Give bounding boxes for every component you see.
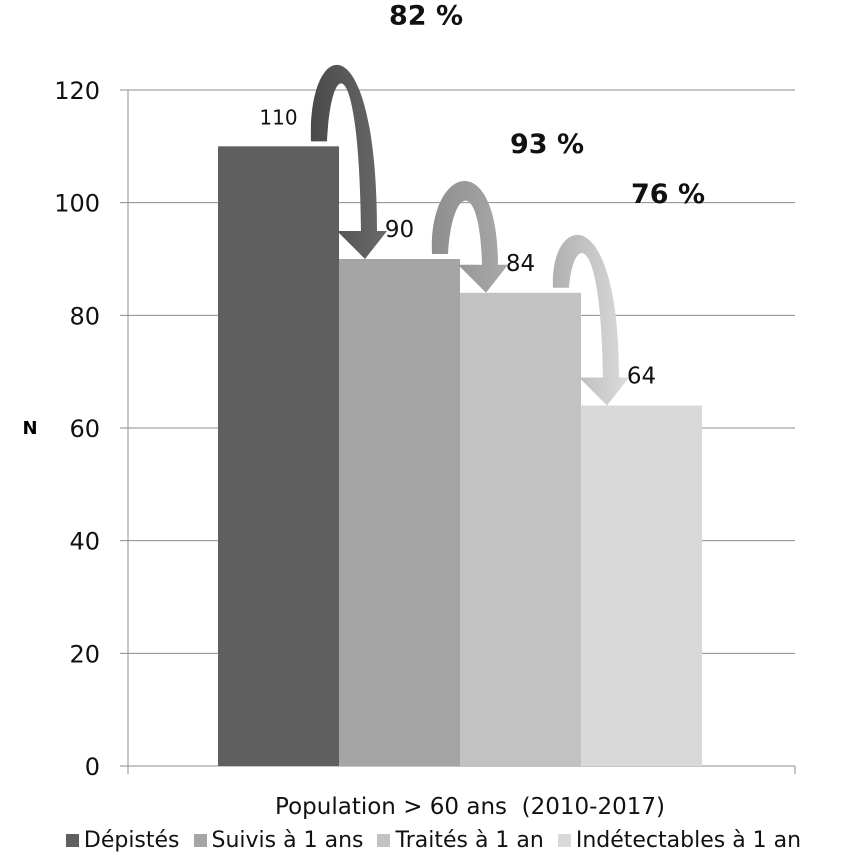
bar-chart: 0 20 40 60 80 100 120 110 90 84 64 82 % 93 % 76 % N P…: [22, 0, 796, 820]
legend-label: Indétectables à 1 an: [575, 828, 802, 853]
x-axis-label: Population > 60 ans (2010-2017): [275, 794, 665, 820]
data-label: 90: [385, 217, 414, 243]
y-tick-label: 40: [69, 528, 100, 556]
legend-swatch: [193, 834, 207, 847]
transition-arrow: [431, 181, 508, 293]
bar: [339, 259, 460, 766]
data-label: 64: [627, 363, 656, 389]
y-axis-label: N: [22, 418, 37, 439]
legend-label: Suivis à 1 ans: [211, 828, 364, 853]
legend-item: Traités à 1 an: [377, 828, 544, 853]
legend-swatch: [65, 834, 79, 847]
y-tick-label: 20: [69, 640, 100, 668]
transition-percentage-label: 93 %: [510, 129, 584, 160]
bar: [460, 292, 581, 766]
legend-label: Traités à 1 an: [395, 828, 544, 853]
y-tick-label: 100: [54, 190, 100, 218]
legend: Dépistés Suivis à 1 ans Traités à 1 an Indé…: [0, 828, 867, 853]
y-tick-label: 0: [85, 753, 100, 781]
legend-swatch: [557, 834, 571, 847]
legend-label: Dépistés: [83, 828, 180, 853]
legend-item: Suivis à 1 ans: [193, 828, 364, 853]
transition-percentage-label: 82 %: [389, 0, 463, 31]
y-tick-label: 60: [69, 415, 100, 443]
transition-arrow: [310, 64, 387, 260]
bar: [218, 146, 339, 767]
bar: [581, 405, 702, 766]
transition-percentage-label: 76 %: [631, 179, 705, 210]
data-label: 110: [259, 105, 297, 129]
transition-arrow: [552, 234, 629, 406]
data-label: 84: [506, 251, 535, 277]
legend-item: Dépistés: [65, 828, 180, 853]
y-tick-label: 120: [54, 77, 100, 105]
legend-item: Indétectables à 1 an: [557, 828, 802, 853]
y-tick-label: 80: [69, 302, 100, 330]
legend-swatch: [377, 834, 391, 847]
